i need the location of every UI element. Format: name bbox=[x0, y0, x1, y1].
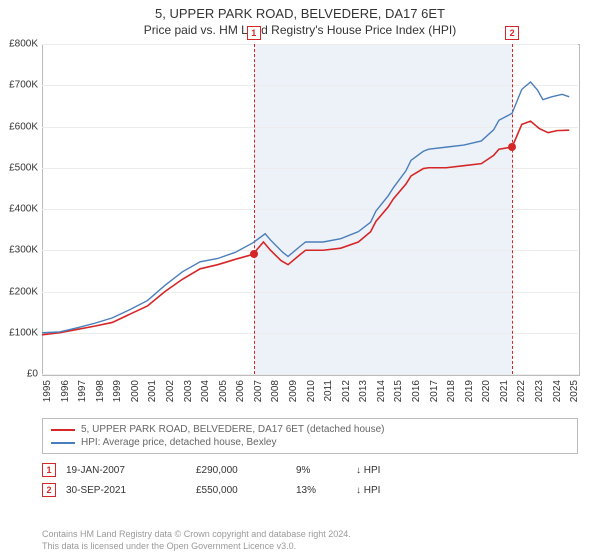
y-tick-label: £0 bbox=[0, 369, 38, 380]
legend-block: 5, UPPER PARK ROAD, BELVEDERE, DA17 6ET … bbox=[42, 418, 578, 500]
legend-row: HPI: Average price, detached house, Bexl… bbox=[51, 436, 569, 449]
footer-line1: Contains HM Land Registry data © Crown c… bbox=[42, 528, 578, 540]
event-marker-box: 2 bbox=[505, 26, 519, 40]
y-tick-label: £200K bbox=[0, 286, 38, 297]
chart-title: 5, UPPER PARK ROAD, BELVEDERE, DA17 6ET bbox=[0, 6, 600, 21]
series-legend: 5, UPPER PARK ROAD, BELVEDERE, DA17 6ET … bbox=[42, 418, 578, 454]
chart-plot-area: £0£100K£200K£300K£400K£500K£600K£700K£80… bbox=[42, 44, 578, 374]
y-tick-label: £700K bbox=[0, 80, 38, 91]
event-index-box: 1 bbox=[42, 463, 56, 477]
series-lines bbox=[42, 44, 578, 374]
gridline-h bbox=[42, 374, 578, 375]
event-vs: ↓ HPI bbox=[356, 485, 436, 496]
legend-swatch bbox=[51, 429, 75, 431]
footer-line2: This data is licensed under the Open Gov… bbox=[42, 540, 578, 552]
event-date: 19-JAN-2007 bbox=[66, 465, 196, 476]
event-row: 2 30-SEP-2021£550,00013%↓ HPI bbox=[42, 480, 578, 500]
event-date: 30-SEP-2021 bbox=[66, 485, 196, 496]
legend-label: 5, UPPER PARK ROAD, BELVEDERE, DA17 6ET … bbox=[81, 424, 384, 435]
event-pct: 9% bbox=[296, 465, 356, 476]
legend-swatch bbox=[51, 442, 75, 444]
event-pct: 13% bbox=[296, 485, 356, 496]
event-index-box: 2 bbox=[42, 483, 56, 497]
series-hpi bbox=[42, 82, 569, 333]
legend-row: 5, UPPER PARK ROAD, BELVEDERE, DA17 6ET … bbox=[51, 423, 569, 436]
y-tick-label: £300K bbox=[0, 245, 38, 256]
y-tick-label: £800K bbox=[0, 39, 38, 50]
event-table: 1 19-JAN-2007£290,0009%↓ HPI 2 30-SEP-2021£… bbox=[42, 460, 578, 500]
event-vs: ↓ HPI bbox=[356, 465, 436, 476]
event-price: £290,000 bbox=[196, 465, 296, 476]
event-row: 1 19-JAN-2007£290,0009%↓ HPI bbox=[42, 460, 578, 480]
series-price_paid bbox=[42, 121, 569, 335]
event-price: £550,000 bbox=[196, 485, 296, 496]
y-tick-label: £100K bbox=[0, 327, 38, 338]
y-tick-label: £600K bbox=[0, 121, 38, 132]
y-tick-label: £500K bbox=[0, 162, 38, 173]
footer-attribution: Contains HM Land Registry data © Crown c… bbox=[42, 528, 578, 552]
legend-label: HPI: Average price, detached house, Bexl… bbox=[81, 437, 277, 448]
y-tick-label: £400K bbox=[0, 204, 38, 215]
event-marker-box: 1 bbox=[247, 26, 261, 40]
